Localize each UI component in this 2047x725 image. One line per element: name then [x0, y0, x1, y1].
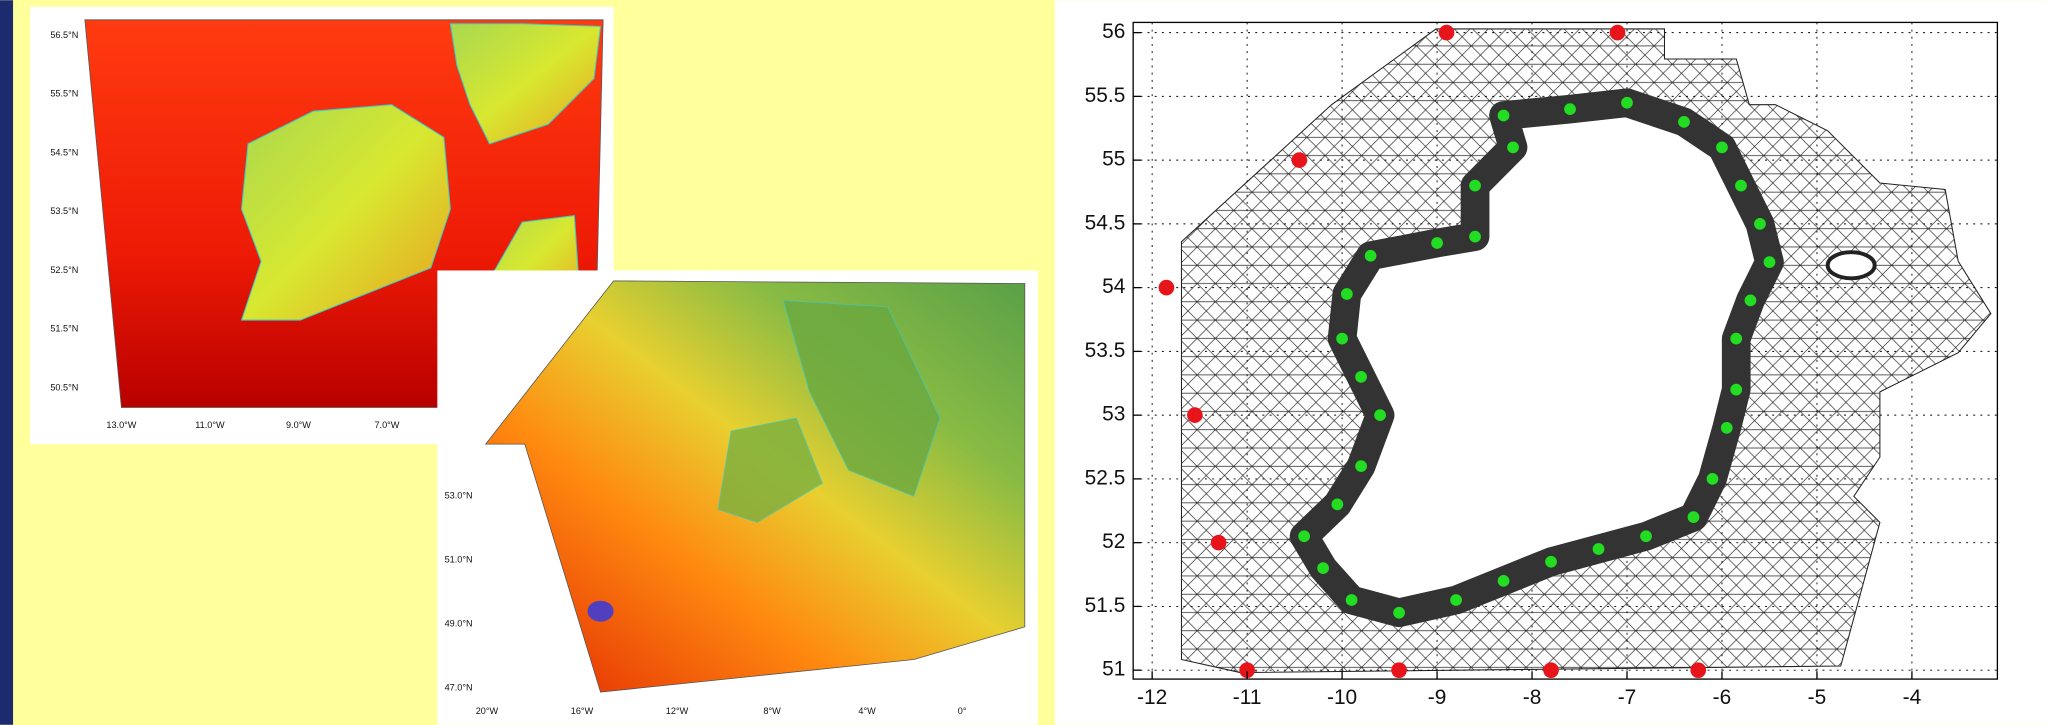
x-tick-label: -6: [1713, 686, 1732, 709]
lat-label: 50.5°N: [50, 382, 78, 392]
slide: 56.5°N 55.5°N 54.5°N 53.5°N 52.5°N 51.5°N 50.5…: [0, 0, 2047, 725]
y-tick-label: 52.5: [1085, 466, 1126, 489]
coastal-point: [1564, 103, 1576, 115]
x-tick-label: -12: [1137, 686, 1167, 709]
lon-label: 8°W: [763, 706, 781, 716]
lat-label: 53.5°N: [50, 206, 78, 216]
coastal-point: [1393, 607, 1405, 619]
lat-label: 47.0°N: [445, 683, 473, 693]
coastal-point: [1365, 250, 1377, 262]
lon-label: 20°W: [476, 706, 499, 716]
boundary-point: [1391, 662, 1407, 678]
y-tick-label: 54: [1102, 275, 1125, 298]
coastal-point: [1764, 256, 1776, 268]
lat-label: 51.5°N: [50, 324, 78, 334]
y-tick-label: 51: [1102, 658, 1125, 681]
lat-label: 52.5°N: [50, 265, 78, 275]
lat-label: 53.0°N: [445, 491, 473, 501]
side-stripe: [0, 0, 13, 725]
coastal-point: [1735, 180, 1747, 192]
lon-label: 16°W: [571, 706, 594, 716]
lat-label: 51.0°N: [445, 555, 473, 565]
lat-label: 54.5°N: [50, 147, 78, 157]
coastal-point: [1678, 116, 1690, 128]
boundary-point: [1187, 407, 1203, 423]
coastal-point: [1331, 499, 1343, 511]
coastal-point: [1688, 511, 1700, 523]
coastal-point: [1346, 594, 1358, 606]
y-tick-label: 56: [1102, 20, 1125, 43]
boundary-point: [1292, 152, 1308, 168]
coastal-point: [1754, 218, 1766, 230]
x-tick-label: -10: [1327, 686, 1357, 709]
y-tick-label: 51.5: [1085, 594, 1126, 617]
lat-label: 56.5°N: [50, 30, 78, 40]
coastal-point: [1745, 295, 1757, 307]
coastal-point: [1707, 473, 1719, 485]
boundary-point: [1159, 280, 1175, 296]
boundary-point: [1610, 25, 1626, 41]
coastal-point: [1450, 594, 1462, 606]
lon-label: 0°: [958, 706, 967, 716]
coastal-point: [1730, 333, 1742, 345]
coastal-point: [1317, 562, 1329, 574]
middle-map: 53.0°N 51.0°N 49.0°N 47.0°N 20°W 16°W 12°W 8°W 4…: [437, 270, 1038, 724]
lon-label: 7.0°W: [374, 420, 399, 430]
coastal-point: [1498, 110, 1510, 122]
boundary-point: [1543, 662, 1559, 678]
x-tick-label: -11: [1233, 686, 1262, 709]
x-tick-label: -4: [1903, 686, 1922, 709]
coastal-point: [1374, 409, 1386, 421]
y-tick-label: 53.5: [1085, 339, 1126, 362]
x-tick-label: -7: [1618, 686, 1637, 709]
lough-neagh: [1828, 252, 1875, 278]
coastal-point: [1716, 142, 1728, 154]
coastal-point: [1498, 575, 1510, 587]
coastal-point: [1507, 142, 1519, 154]
coastal-point: [1721, 422, 1733, 434]
coastal-point: [1298, 530, 1310, 542]
y-tick-label: 55.5: [1085, 84, 1126, 107]
boundary-point: [1690, 662, 1706, 678]
coastal-point: [1469, 180, 1481, 192]
coastal-point: [1593, 543, 1605, 555]
coastal-point: [1545, 556, 1557, 568]
y-tick-label: 55: [1102, 148, 1125, 171]
lat-label: 55.5°N: [50, 89, 78, 99]
coastal-point: [1355, 371, 1367, 383]
lon-label: 12°W: [666, 706, 689, 716]
coastal-point: [1341, 288, 1353, 300]
x-tick-label: -8: [1523, 686, 1542, 709]
lon-label: 13.0°W: [106, 420, 136, 430]
y-tick-label: 52: [1102, 530, 1125, 553]
boundary-point: [1211, 535, 1227, 551]
y-tick-label: 53: [1102, 403, 1125, 426]
coastal-point: [1621, 97, 1633, 109]
coastal-point: [1469, 231, 1481, 243]
mesh-map: -12 -11 -10 -9 -8 -7 -6 -5 -4 51 51.5 52 52.5 53 53.5 5…: [1055, 0, 2047, 725]
coastal-point: [1336, 333, 1348, 345]
coastal-point: [1355, 460, 1367, 472]
lat-label: 49.0°N: [445, 619, 473, 629]
lon-label: 9.0°W: [286, 420, 311, 430]
coastal-point: [1730, 384, 1742, 396]
coastal-point: [1431, 237, 1443, 249]
low-spot: [587, 601, 613, 622]
lon-label: 11.0°W: [195, 420, 225, 430]
x-tick-label: -5: [1808, 686, 1827, 709]
y-tick-label: 54.5: [1085, 211, 1126, 234]
boundary-point: [1439, 25, 1455, 41]
x-tick-label: -9: [1428, 686, 1447, 709]
coastal-point: [1640, 530, 1652, 542]
lon-label: 4°W: [858, 706, 876, 716]
